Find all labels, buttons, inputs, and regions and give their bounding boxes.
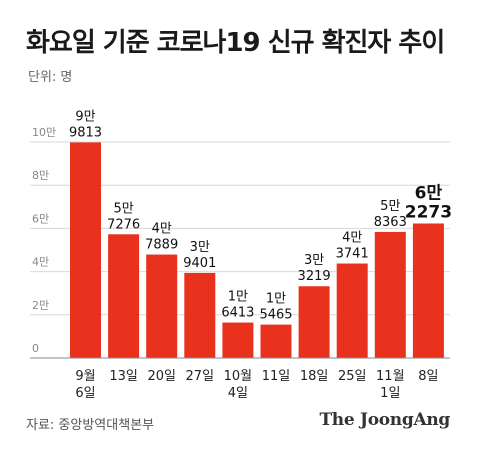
data-label: 8363 (374, 215, 407, 230)
y-tick-label: 0 (32, 342, 39, 355)
bar (260, 324, 292, 358)
bar (146, 254, 178, 358)
bar (374, 231, 406, 358)
bar (184, 272, 216, 358)
data-label: 4만 (152, 222, 172, 237)
bar (336, 263, 368, 358)
x-tick-label: 11일 (262, 369, 291, 384)
data-label: 6413 (221, 306, 254, 321)
bar (412, 223, 444, 358)
x-tick-label: 11월 (376, 369, 405, 384)
y-tick-label: 10만 (32, 126, 56, 139)
data-label: 3741 (336, 247, 369, 262)
data-label: 1만 (228, 290, 248, 305)
bar (70, 142, 101, 358)
x-tick-label: 13일 (109, 369, 138, 384)
data-label: 9만 (75, 109, 95, 124)
source-label: 자료: 중앙방역대책본부 (26, 418, 155, 433)
x-tick-label: 8일 (418, 369, 438, 384)
y-tick-label: 2만 (32, 299, 49, 312)
data-label: 3219 (298, 269, 331, 284)
x-tick-label: 10월 (224, 369, 253, 384)
data-label: 5465 (259, 308, 292, 323)
y-tick-label: 4만 (32, 256, 49, 269)
bar (222, 322, 254, 358)
chart-title: 화요일 기준 코로나19 신규 확진자 추이 (26, 28, 445, 58)
x-tick-label: 1일 (380, 386, 400, 401)
x-tick-label: 4일 (228, 386, 248, 401)
data-label: 3만 (304, 253, 324, 268)
bar (108, 234, 140, 358)
data-label: 9813 (69, 125, 102, 140)
data-label: 7889 (145, 238, 178, 253)
data-label: 7276 (107, 217, 140, 232)
data-label: 5만 (113, 201, 133, 216)
x-tick-label: 9월 (75, 369, 95, 384)
y-tick-label: 6만 (32, 212, 49, 225)
data-label: 3만 (190, 240, 210, 255)
x-tick-label: 27일 (186, 369, 215, 384)
x-tick-label: 25일 (338, 369, 367, 384)
x-tick-label: 20일 (147, 369, 176, 384)
x-tick-label: 6일 (75, 386, 95, 401)
data-label: 6만 (415, 183, 443, 203)
data-label: 2273 (405, 202, 452, 222)
x-tick-label: 18일 (300, 369, 329, 384)
bar (298, 286, 330, 358)
data-label: 5만 (380, 199, 400, 214)
y-tick-label: 8만 (32, 169, 49, 182)
brand-logo: The JoongAng (319, 410, 450, 430)
unit-label: 단위: 명 (28, 70, 73, 85)
data-label: 1만 (266, 292, 286, 307)
data-label: 9401 (183, 256, 216, 271)
data-label: 4만 (342, 231, 362, 246)
